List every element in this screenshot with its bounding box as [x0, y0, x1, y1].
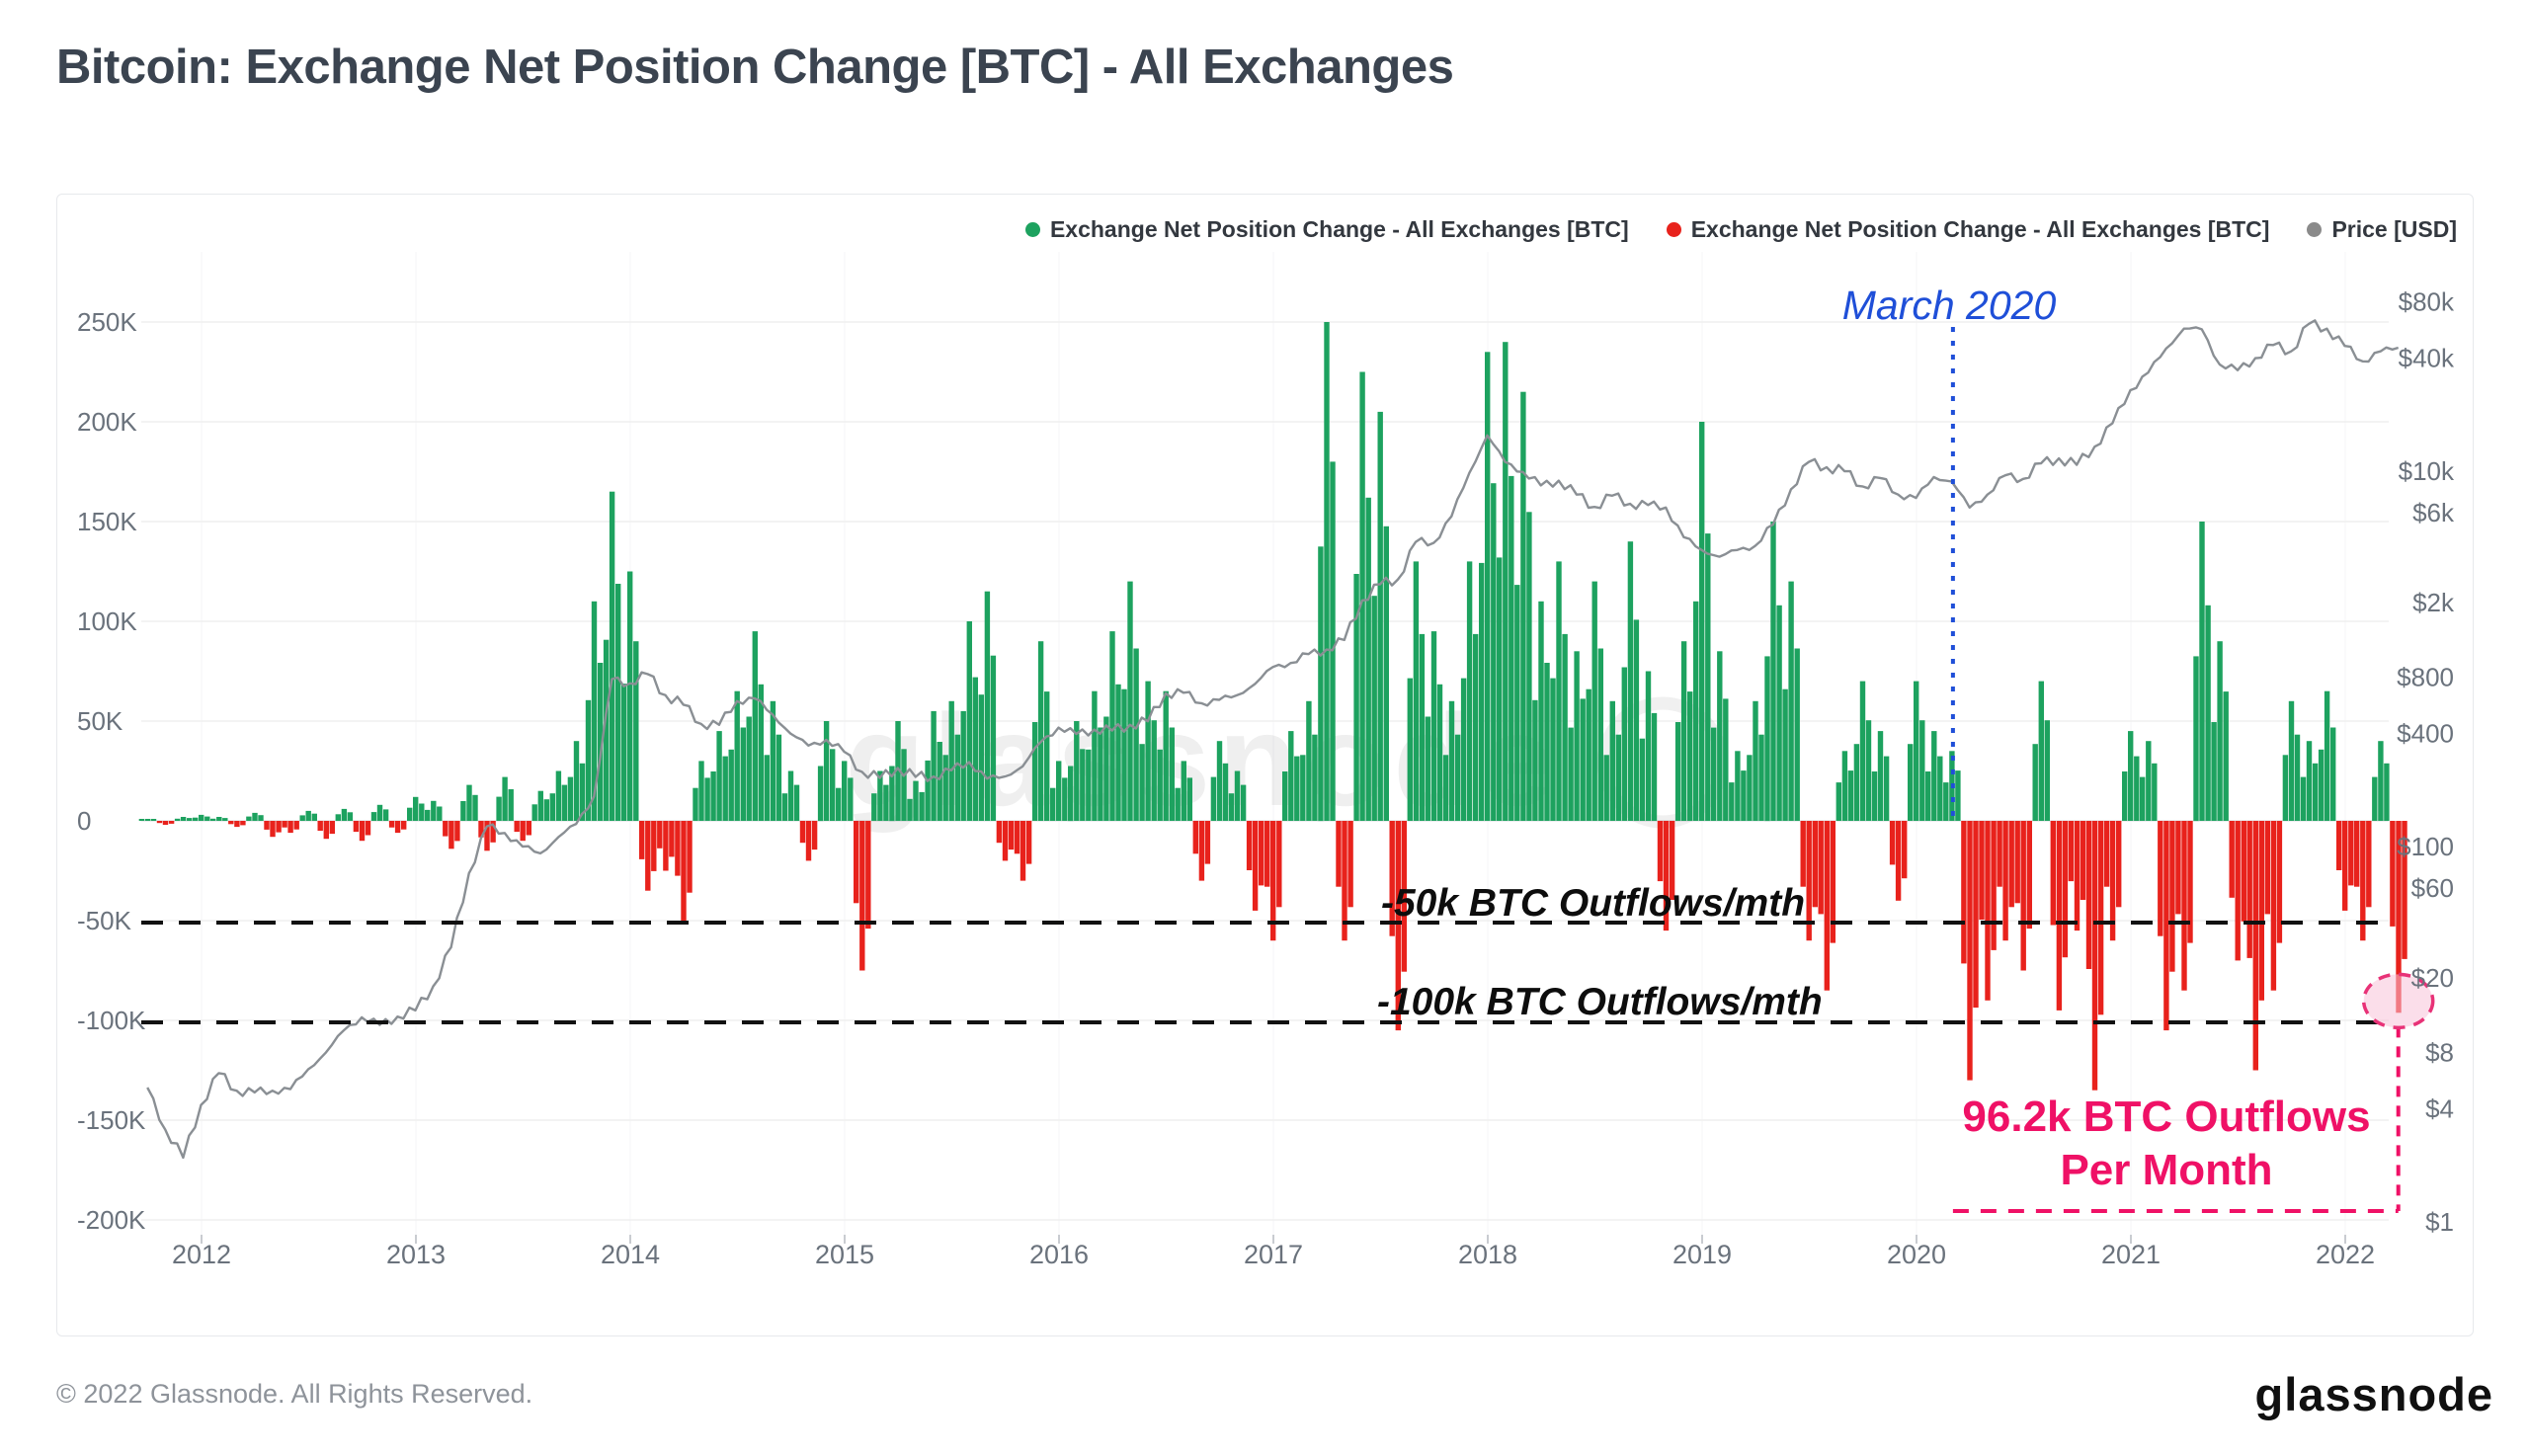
svg-text:$40k: $40k — [2399, 344, 2455, 373]
outflow-100k-annotation: -100k BTC Outflows/mth — [1377, 981, 1823, 1023]
green-dot-icon — [1024, 222, 1040, 237]
svg-text:$400: $400 — [2397, 719, 2454, 749]
svg-text:0: 0 — [77, 806, 91, 836]
price-line — [146, 319, 2400, 1160]
svg-text:200K: 200K — [77, 407, 137, 437]
svg-text:2012: 2012 — [172, 1240, 231, 1269]
svg-text:$10k: $10k — [2399, 456, 2455, 486]
svg-text:-150K: -150K — [77, 1105, 146, 1135]
outflow-96k-highlight-ellipse — [2361, 972, 2435, 1030]
legend-item-net-change-positive[interactable]: Exchange Net Position Change - All Excha… — [1024, 216, 1629, 243]
svg-text:$4: $4 — [2425, 1094, 2454, 1124]
svg-text:2015: 2015 — [815, 1240, 874, 1269]
outflow-96k-annotation-line2: Per Month — [2060, 1146, 2273, 1194]
outflow-50k-annotation: -50k BTC Outflows/mth — [1381, 882, 1806, 925]
svg-text:$20: $20 — [2411, 963, 2454, 993]
gridlines: glassnode — [141, 252, 2389, 1235]
svg-text:$800: $800 — [2397, 662, 2454, 691]
svg-text:-100K: -100K — [77, 1006, 146, 1035]
svg-text:2017: 2017 — [1244, 1240, 1303, 1269]
svg-text:$1: $1 — [2425, 1207, 2454, 1237]
legend-label: Exchange Net Position Change - All Excha… — [1690, 216, 2270, 242]
svg-text:2022: 2022 — [2316, 1240, 2375, 1269]
chart-legend: Exchange Net Position Change - All Excha… — [1024, 216, 2457, 243]
red-dot-icon — [1666, 222, 1681, 237]
svg-text:50K: 50K — [77, 706, 123, 736]
march-2020-annotation: March 2020 — [1841, 283, 2057, 328]
svg-text:2016: 2016 — [1029, 1240, 1089, 1269]
svg-text:2019: 2019 — [1672, 1240, 1732, 1269]
svg-text:$80k: $80k — [2399, 286, 2455, 316]
legend-label: Price [USD] — [2331, 216, 2457, 242]
svg-text:-50K: -50K — [77, 906, 132, 935]
net-change-bars — [138, 322, 2407, 1091]
svg-text:$100: $100 — [2397, 832, 2454, 861]
svg-text:150K: 150K — [77, 507, 137, 536]
svg-text:$60: $60 — [2411, 873, 2454, 903]
svg-text:2014: 2014 — [601, 1240, 660, 1269]
svg-text:250K: 250K — [77, 307, 137, 337]
glassnode-logo: glassnode — [2254, 1368, 2493, 1420]
legend-item-price[interactable]: Price [USD] — [2307, 216, 2457, 243]
overlays — [141, 319, 2435, 1213]
svg-text:2021: 2021 — [2101, 1240, 2161, 1269]
outflow-96k-annotation-line1: 96.2k BTC Outflows — [1962, 1092, 2371, 1141]
axis-labels: 2012 2013 2014 2015 2016 2017 2018 2019 2020 2021… — [77, 286, 2455, 1269]
gray-dot-icon — [2307, 222, 2323, 237]
svg-text:100K: 100K — [77, 607, 137, 636]
page-title: Bitcoin: Exchange Net Position Change [B… — [56, 40, 1454, 94]
svg-text:$6k: $6k — [2412, 498, 2455, 527]
chart-card: Exchange Net Position Change - All Excha… — [56, 194, 2474, 1336]
svg-text:2018: 2018 — [1458, 1240, 1517, 1269]
legend-label: Exchange Net Position Change - All Excha… — [1049, 216, 1629, 242]
svg-text:2020: 2020 — [1887, 1240, 1946, 1269]
legend-item-net-change-negative[interactable]: Exchange Net Position Change - All Excha… — [1666, 216, 2270, 243]
copyright-text: © 2022 Glassnode. All Rights Reserved. — [56, 1379, 533, 1409]
svg-text:$2k: $2k — [2412, 588, 2455, 617]
svg-text:$8: $8 — [2425, 1037, 2454, 1067]
svg-text:-200K: -200K — [77, 1205, 146, 1235]
svg-text:2013: 2013 — [386, 1240, 446, 1269]
